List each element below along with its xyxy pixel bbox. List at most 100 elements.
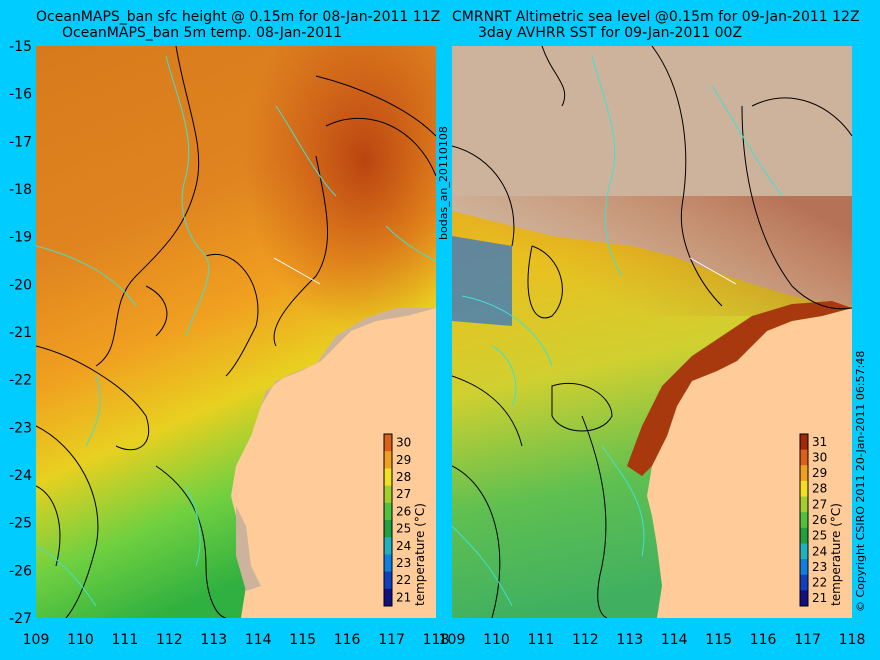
colorbar-swatch [384,537,392,555]
colorbar-frame [383,433,393,607]
colorbar-swatch [800,543,808,560]
right-title-line2: 3day AVHRR SST for 09-Jan-2011 00Z [478,25,743,41]
colorbar-tick-label: 22 [812,576,827,590]
x-tick-label: 117 [378,632,405,648]
colorbar-frame [799,433,809,607]
colorbar-tick-label: 24 [396,539,411,553]
x-tick-label: 115 [289,632,316,648]
colorbar-tick-label: 22 [396,573,411,587]
x-tick-label: 117 [794,632,821,648]
y-tick-label: -21 [9,325,32,341]
left-colorbar: 30 29 28 27 26 25 24 23 22 21 temperature (°C) [383,433,427,607]
copyright-vertical-label: © Copyright CSIRO 2011 20-Jan-2011 06:57… [854,350,867,612]
colorbar-tick-label: 30 [812,450,827,464]
colorbar-swatch [384,468,392,487]
colorbar-tick-label: 26 [396,504,411,518]
colorbar-tick-label: 29 [812,466,827,480]
colorbar-tick-label: 21 [396,590,411,604]
colorbar-title: temperature (°C) [829,503,843,606]
x-tick-label: 110 [67,632,94,648]
x-tick-label: 113 [616,632,643,648]
colorbar-swatch [384,485,392,504]
colorbar-swatch [384,451,392,469]
y-tick-label: -20 [9,277,32,293]
left-transect-line [273,257,321,285]
y-tick-label: -22 [9,373,32,389]
right-coastal-warm [627,301,852,476]
colorbar-swatch [384,554,392,573]
x-tick-label: 116 [334,632,361,648]
y-tick-label: -27 [9,611,32,627]
right-title-line1: CMRNRT Altimetric sea level @0.15m for 0… [452,9,860,25]
left-title-line1: OceanMAPS_ban sfc height @ 0.15m for 08-… [36,9,441,25]
colorbar-swatch [384,588,392,607]
x-tick-label: 118 [839,632,866,648]
y-tick-label: -26 [9,563,32,579]
colorbar-tick-label: 31 [812,435,827,449]
left-coastal-strip-south [236,506,261,591]
colorbar-tick-label: 27 [396,487,411,501]
y-tick-label: -15 [9,39,32,55]
x-tick-label: 109 [439,632,466,648]
colorbar-tick-label: 26 [812,513,827,527]
y-tick-label: -23 [9,420,32,436]
colorbar-swatch [800,465,808,482]
colorbar-swatch [800,527,808,544]
colorbar-swatch [384,520,392,538]
left-title-line2: OceanMAPS_ban 5m temp. 08-Jan-2011 [62,25,342,41]
left-cyan-contours [36,55,436,607]
colorbar-tick-label: 30 [396,436,411,450]
colorbar-swatch [800,496,808,513]
colorbar-tick-label: 27 [812,497,827,511]
right-cool-patch [452,236,512,326]
left-map: 30 29 28 27 26 25 24 23 22 21 temperature (°C) [36,46,436,618]
colorbar-swatch [384,571,392,590]
x-tick-label: 112 [156,632,183,648]
right-map-panel: 31 30 29 28 27 26 25 24 23 22 21 temperature (°C) [452,46,852,618]
colorbar-swatch [384,502,392,521]
x-tick-label: 111 [528,632,555,648]
colorbar-tick-label: 29 [396,453,411,467]
left-contours [36,46,436,618]
right-cyan-contours [452,55,783,607]
x-tick-label: 114 [245,632,272,648]
x-tick-label: 114 [661,632,688,648]
colorbar-swatch [384,434,392,452]
y-tick-label: -19 [9,230,32,246]
colorbar-swatch [800,590,808,607]
x-tick-label: 115 [705,632,732,648]
colorbar-tick-label: 25 [812,529,827,543]
y-tick-label: -18 [9,182,32,198]
left-map-panel: 30 29 28 27 26 25 24 23 22 21 temperature (°C) [36,46,436,618]
colorbar-tick-label: 28 [812,482,827,496]
y-tick-label: -16 [9,87,32,103]
x-tick-label: 113 [200,632,227,648]
right-warm-band [452,196,852,316]
x-tick-label: 118 [423,632,450,648]
y-tick-label: -17 [9,134,32,150]
middle-vertical-label: bodas_an_20110108 [437,126,450,240]
x-tick-label: 110 [483,632,510,648]
x-tick-label: 111 [112,632,139,648]
y-axis: -15 -16 -17 -18 -19 -20 -21 -22 -23 -24 -25 -26 -27 [9,39,32,627]
right-transect-line [689,257,737,285]
right-contours [452,46,852,618]
x-tick-label: 112 [572,632,599,648]
y-tick-label: -24 [9,468,32,484]
colorbar-tick-label: 23 [396,556,411,570]
colorbar-tick-label: 24 [812,544,827,558]
colorbar-title: temperature (°C) [413,503,427,606]
x-tick-label: 109 [23,632,50,648]
colorbar-swatch [800,434,808,451]
colorbar-swatch [800,512,808,529]
colorbar-swatch [800,449,808,466]
colorbar-tick-label: 23 [812,560,827,574]
y-tick-label: -25 [9,516,32,532]
colorbar-tick-label: 28 [396,470,411,484]
colorbar-tick-label: 21 [812,591,827,605]
colorbar-swatch [800,559,808,576]
colorbar-swatch [800,574,808,591]
